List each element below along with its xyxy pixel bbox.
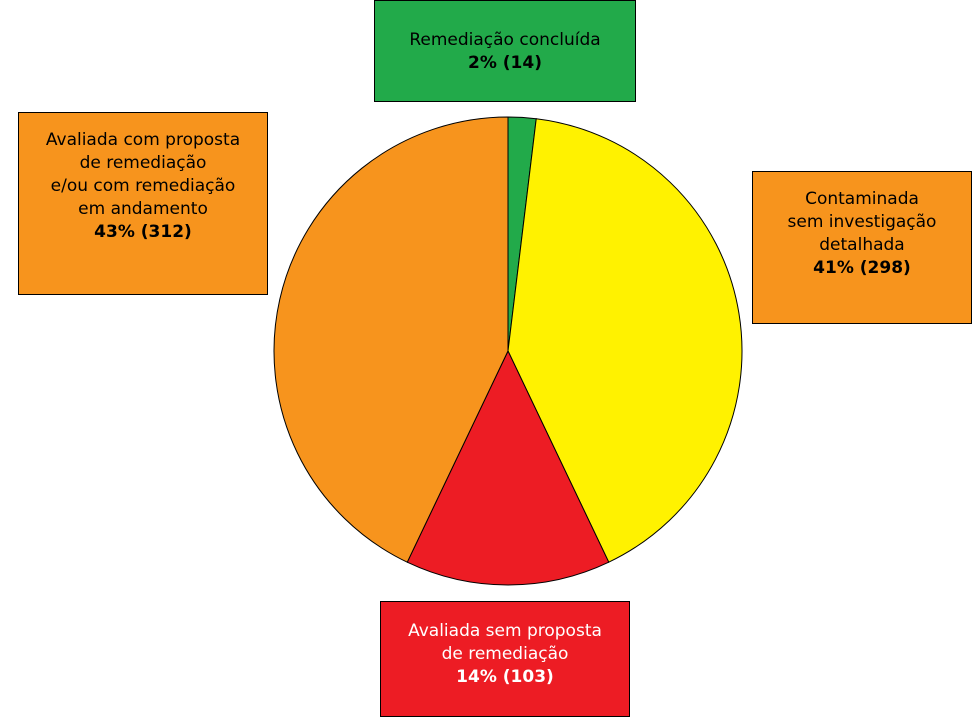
label-value: 14% (103) — [456, 667, 554, 687]
label-value: 41% (298) — [813, 258, 911, 278]
label-box-avaliada-com-proposta: Avaliada com proposta de remediação e/ou… — [18, 112, 268, 295]
label-value: 43% (312) — [94, 222, 192, 242]
label-value: 2% (14) — [468, 53, 542, 73]
label-line: e/ou com remediação — [50, 176, 236, 196]
label-line: Avaliada com proposta — [45, 130, 241, 150]
label-line: em andamento — [78, 199, 208, 219]
pie-slice-semproposta — [406, 349, 610, 586]
label-line: sem investigação — [787, 212, 937, 232]
label-line: detalhada — [819, 235, 905, 255]
label-line: de remediação — [441, 644, 569, 664]
label-line: de remediação — [79, 153, 207, 173]
pie-slice-contam — [507, 118, 743, 563]
label-line: Avaliada sem proposta — [408, 621, 602, 641]
label-line: Contaminada — [805, 189, 919, 209]
label-line: Remediação concluída — [409, 30, 601, 50]
label-box-contaminada: Contaminada sem investigação detalhada 4… — [752, 171, 972, 324]
label-box-avaliada-sem-proposta: Avaliada sem proposta de remediação 14% … — [380, 601, 630, 717]
label-box-remediacao-concluida: Remediação concluída 2% (14) — [374, 0, 636, 102]
pie-slice-proposta — [273, 116, 509, 563]
